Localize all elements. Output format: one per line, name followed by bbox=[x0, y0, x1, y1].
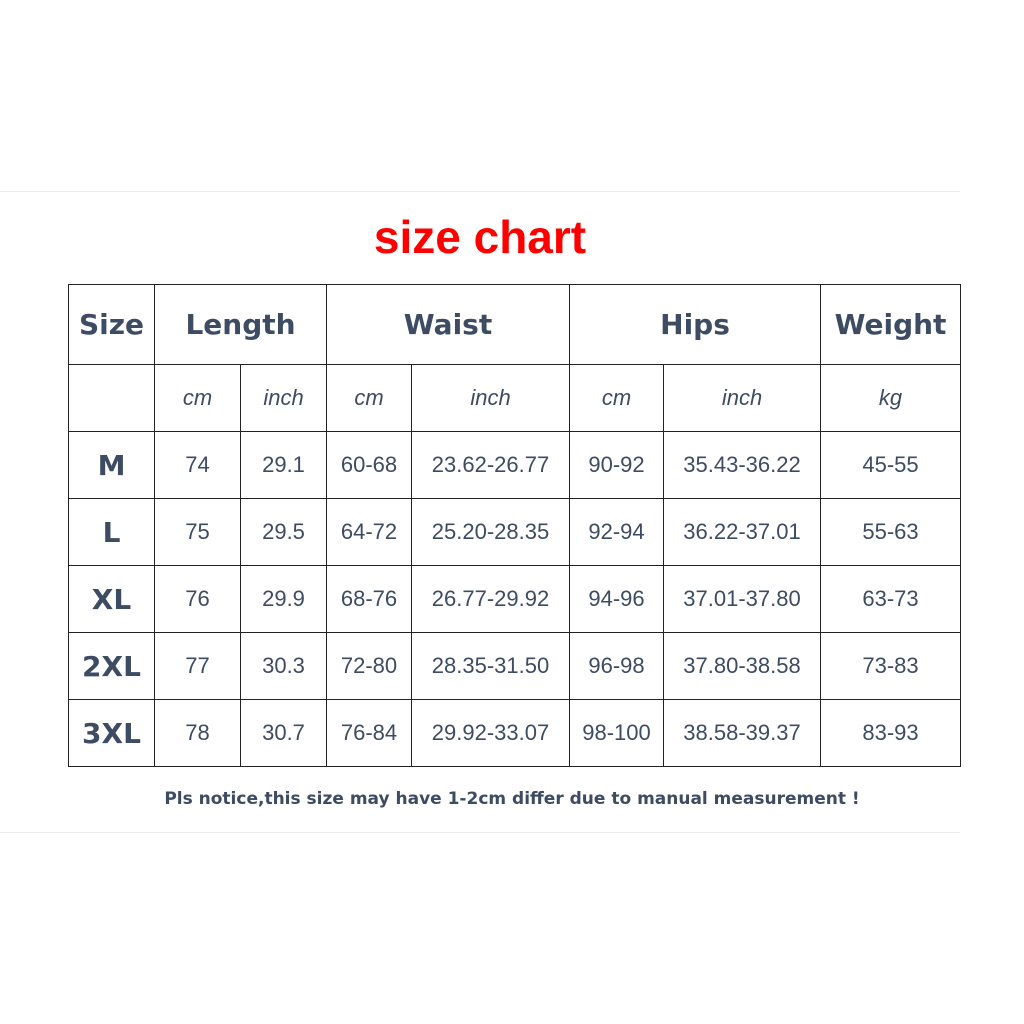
unit-cell: kg bbox=[820, 364, 962, 432]
table-cell: 77 bbox=[154, 632, 241, 700]
size-label: XL bbox=[68, 565, 155, 633]
bottom-divider bbox=[0, 832, 960, 833]
table-cell: 30.7 bbox=[239, 699, 328, 767]
unit-cell: inch bbox=[663, 364, 822, 432]
table-cell: 28.35-31.50 bbox=[411, 632, 571, 700]
unit-cell: cm bbox=[569, 364, 665, 432]
table-cell: 37.01-37.80 bbox=[663, 565, 822, 633]
table-cell: 76-84 bbox=[326, 699, 413, 767]
table-cell: 74 bbox=[154, 431, 241, 499]
table-cell: 96-98 bbox=[569, 632, 665, 700]
table-cell: 94-96 bbox=[569, 565, 665, 633]
table-cell: 92-94 bbox=[569, 498, 665, 566]
table-cell: 38.58-39.37 bbox=[663, 699, 822, 767]
header-hips: Hips bbox=[569, 284, 822, 365]
table-cell: 37.80-38.58 bbox=[663, 632, 822, 700]
table-cell: 29.5 bbox=[239, 498, 328, 566]
table-cell: 29.92-33.07 bbox=[411, 699, 571, 767]
chart-title: size chart bbox=[373, 211, 587, 263]
header-weight: Weight bbox=[820, 284, 962, 365]
size-table: Size Length Waist Hips Weight cm inch cm… bbox=[68, 284, 962, 767]
table-cell: 30.3 bbox=[239, 632, 328, 700]
table-cell: 83-93 bbox=[820, 699, 962, 767]
header-length: Length bbox=[153, 284, 328, 365]
unit-cell: cm bbox=[326, 364, 413, 432]
header-size: Size bbox=[68, 284, 155, 365]
table-cell: 36.22-37.01 bbox=[663, 498, 822, 566]
table-row: L 75 29.5 64-72 25.20-28.35 92-94 36.22-37.01 5… bbox=[68, 498, 962, 566]
size-label: M bbox=[68, 431, 155, 499]
size-label: L bbox=[68, 498, 155, 566]
size-label: 2XL bbox=[68, 632, 155, 700]
table-cell: 75 bbox=[154, 498, 241, 566]
unit-cell-empty bbox=[68, 364, 155, 432]
measurement-note: Pls notice,this size may have 1-2cm diff… bbox=[164, 789, 860, 809]
table-cell: 29.9 bbox=[239, 565, 328, 633]
table-cell: 60-68 bbox=[326, 431, 413, 499]
table-cell: 90-92 bbox=[569, 431, 665, 499]
unit-cell: cm bbox=[154, 364, 241, 432]
table-cell: 78 bbox=[154, 699, 241, 767]
units-row: cm inch cm inch cm inch kg bbox=[68, 364, 962, 432]
table-cell: 25.20-28.35 bbox=[411, 498, 571, 566]
table-cell: 23.62-26.77 bbox=[411, 431, 571, 499]
table-cell: 26.77-29.92 bbox=[411, 565, 571, 633]
table-cell: 72-80 bbox=[326, 632, 413, 700]
table-cell: 73-83 bbox=[820, 632, 962, 700]
table-row: M 74 29.1 60-68 23.62-26.77 90-92 35.43-36.22 4… bbox=[68, 431, 962, 499]
table-cell: 35.43-36.22 bbox=[663, 431, 822, 499]
table-cell: 98-100 bbox=[569, 699, 665, 767]
header-waist: Waist bbox=[326, 284, 571, 365]
top-divider bbox=[0, 191, 960, 192]
table-cell: 29.1 bbox=[239, 431, 328, 499]
table-cell: 68-76 bbox=[326, 565, 413, 633]
table-cell: 76 bbox=[154, 565, 241, 633]
table-row: 2XL 77 30.3 72-80 28.35-31.50 96-98 37.80-38.5… bbox=[68, 632, 962, 700]
table-row: 3XL 78 30.7 76-84 29.92-33.07 98-100 38.58-39.… bbox=[68, 699, 962, 767]
unit-cell: inch bbox=[239, 364, 328, 432]
size-label: 3XL bbox=[68, 699, 155, 767]
header-row: Size Length Waist Hips Weight bbox=[68, 284, 962, 365]
table-cell: 63-73 bbox=[820, 565, 962, 633]
table-cell: 64-72 bbox=[326, 498, 413, 566]
unit-cell: inch bbox=[411, 364, 571, 432]
table-cell: 55-63 bbox=[820, 498, 962, 566]
table-cell: 45-55 bbox=[820, 431, 962, 499]
table-row: XL 76 29.9 68-76 26.77-29.92 94-96 37.01-37.80… bbox=[68, 565, 962, 633]
